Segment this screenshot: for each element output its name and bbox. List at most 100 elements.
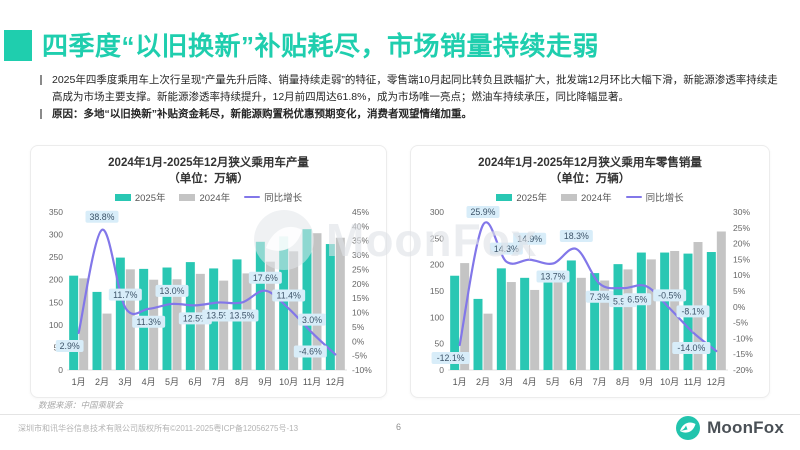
legend-item: 同比增长 bbox=[244, 190, 302, 204]
y-axis-tick-left: 0 bbox=[58, 365, 63, 375]
x-axis-tick: 2月 bbox=[94, 377, 108, 387]
bar-2025年 bbox=[660, 252, 670, 371]
production-chart-panel: 2024年1月-2025年12月狭义乘用车产量 （单位：万辆） 2025年 202… bbox=[30, 145, 387, 398]
data-label-text: 3.0% bbox=[301, 315, 321, 325]
data-label-text: 6.5% bbox=[627, 295, 647, 305]
bullet-item: 原因：多地“以旧换新”补贴资金耗尽，新能源购置税优惠预期变化，消费者观望情绪加重… bbox=[38, 106, 786, 123]
data-label-box bbox=[155, 285, 188, 298]
bar-2024年 bbox=[483, 313, 493, 371]
bar-2025年 bbox=[590, 273, 600, 371]
page-title: 四季度“以旧换新”补贴耗尽，市场销量持续走弱 bbox=[42, 31, 600, 61]
bar-2025年 bbox=[68, 275, 78, 371]
y-axis-tick-left: 300 bbox=[430, 207, 444, 217]
y-axis-tick-left: 150 bbox=[430, 286, 444, 296]
y-axis-tick-right: -10% bbox=[352, 365, 372, 375]
data-label-text: 13.5% bbox=[229, 311, 254, 321]
x-axis-tick: 2月 bbox=[476, 377, 490, 387]
bar-2025年 bbox=[255, 241, 265, 371]
y-axis-tick-right: 5% bbox=[352, 322, 365, 332]
y-axis-tick-right: 15% bbox=[733, 255, 750, 265]
bar-2024年 bbox=[335, 237, 345, 371]
x-axis-tick: 12月 bbox=[707, 377, 726, 387]
data-label-text: -8.1% bbox=[682, 307, 705, 317]
bar-2024年 bbox=[716, 231, 726, 371]
x-axis-tick: 10月 bbox=[660, 377, 679, 387]
page-number: 6 bbox=[396, 422, 402, 432]
bar-2025年 bbox=[473, 299, 483, 371]
data-label-box bbox=[559, 230, 593, 243]
y-axis-tick-left: 350 bbox=[48, 207, 62, 217]
x-axis-tick: 4月 bbox=[523, 377, 537, 387]
bar-2025年 bbox=[450, 275, 460, 371]
bullet-item: 2025年四季度乘用车上次行呈现“产量先升后降、销量持续走弱”的特征，零售端10… bbox=[38, 72, 786, 105]
bar-2025年 bbox=[302, 229, 311, 371]
data-label-box bbox=[108, 288, 142, 301]
moonfox-logo-text: MoonFox bbox=[707, 418, 784, 437]
x-axis-tick: 6月 bbox=[188, 377, 202, 387]
slide-header: 四季度“以旧换新”补贴耗尽，市场销量持续走弱 bbox=[0, 26, 800, 66]
x-axis-tick: 5月 bbox=[164, 377, 178, 387]
y-axis-tick-right: 25% bbox=[733, 223, 750, 233]
y-axis-tick-right: -10% bbox=[733, 334, 753, 344]
y-axis-tick-right: -5% bbox=[352, 351, 368, 361]
legend-item: 2025年 bbox=[496, 190, 547, 204]
data-label-text: 11.3% bbox=[136, 317, 160, 327]
y-axis-tick-right: 25% bbox=[352, 265, 369, 275]
y-axis-tick-right: 45% bbox=[352, 207, 369, 217]
bar-2025年 bbox=[496, 268, 506, 371]
data-label-text: 12.5% bbox=[182, 314, 207, 324]
chart-legend: 2025年 2024年 同比增长 bbox=[31, 190, 386, 204]
data-label-box bbox=[466, 206, 500, 219]
data-label-box bbox=[297, 313, 326, 326]
data-label-text: 7.3% bbox=[590, 292, 610, 302]
moonfox-logo-icon bbox=[676, 416, 701, 440]
bar-2024年 bbox=[102, 313, 111, 371]
x-axis-tick: 9月 bbox=[639, 377, 653, 387]
y-axis-tick-left: 150 bbox=[48, 297, 62, 307]
data-label-box bbox=[55, 340, 84, 353]
bullet-marker-icon bbox=[40, 75, 42, 85]
x-axis-tick: 1月 bbox=[71, 377, 85, 387]
bar-2024年 bbox=[172, 279, 181, 371]
x-axis-tick: 9月 bbox=[258, 377, 272, 387]
legend-item: 2025年 bbox=[114, 190, 165, 204]
legend-item: 2024年 bbox=[560, 190, 612, 205]
data-label-box bbox=[248, 271, 282, 284]
legend-item: 同比增长 bbox=[625, 190, 684, 204]
bar-2025年 bbox=[636, 252, 646, 371]
y-axis-tick-left: 200 bbox=[48, 275, 62, 285]
bar-2024年 bbox=[530, 290, 540, 371]
data-label-text: -14.0% bbox=[677, 343, 705, 353]
growth-line bbox=[458, 221, 718, 353]
x-axis-tick: 1月 bbox=[453, 377, 467, 387]
y-axis-tick-left: 300 bbox=[48, 230, 62, 240]
legend-label: 2024年 bbox=[580, 193, 612, 205]
x-axis-tick: 5月 bbox=[546, 377, 560, 387]
data-label-text: 11.7% bbox=[113, 290, 137, 300]
y-axis-tick-left: 100 bbox=[430, 313, 444, 323]
x-axis-tick: 6月 bbox=[569, 377, 583, 387]
bar-2024年 bbox=[312, 233, 321, 371]
bullet-text: 2025年四季度乘用车上次行呈现“产量先升后降、销量持续走弱”的特征，零售端10… bbox=[52, 74, 778, 103]
x-axis-tick: 11月 bbox=[302, 377, 320, 387]
bar-2024年 bbox=[623, 269, 633, 371]
data-label-text: 14.9% bbox=[517, 234, 542, 244]
y-axis-tick-left: 250 bbox=[48, 252, 62, 262]
bar-2024年 bbox=[506, 282, 516, 371]
data-label-text: -12.1% bbox=[437, 353, 465, 363]
bar-2024年 bbox=[646, 259, 656, 371]
legend-swatch bbox=[560, 193, 577, 201]
y-axis-tick-right: -20% bbox=[733, 365, 753, 375]
data-label-box bbox=[293, 345, 327, 358]
y-axis-tick-left: 200 bbox=[430, 260, 444, 270]
y-axis-tick-right: 20% bbox=[352, 279, 369, 289]
bar-2024年 bbox=[125, 269, 135, 371]
bullet-marker-icon bbox=[40, 109, 42, 120]
bar-2025年 bbox=[92, 292, 101, 371]
y-axis-tick-left: 0 bbox=[439, 365, 444, 375]
y-axis-tick-right: 10% bbox=[352, 308, 369, 318]
y-axis-tick-left: 250 bbox=[430, 234, 444, 244]
legend-swatch bbox=[179, 193, 196, 201]
data-label-text: 2.9% bbox=[59, 341, 79, 351]
accent-square bbox=[4, 30, 32, 61]
